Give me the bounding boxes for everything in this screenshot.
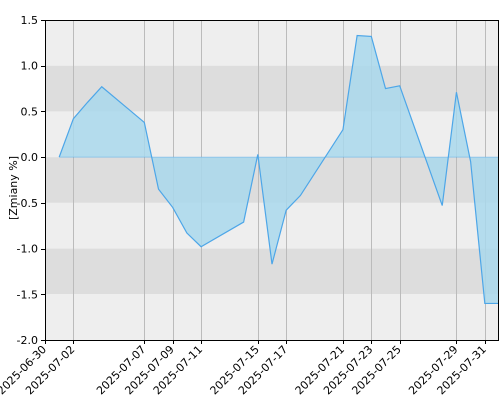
background-band bbox=[45, 20, 499, 66]
y-tick-label: 1.0 bbox=[21, 60, 39, 73]
y-tick-label: -1.5 bbox=[17, 288, 38, 301]
y-axis-ticks: 1.5 1.0 0.5 0.0 -0.5 -1.0 -1.5 -2.0 bbox=[17, 14, 45, 347]
plot-area bbox=[58, 34, 499, 305]
background-band bbox=[45, 294, 499, 340]
y-tick-label: 1.5 bbox=[21, 14, 39, 27]
series-area bbox=[59, 35, 499, 304]
plot-frame bbox=[45, 20, 499, 341]
series-line bbox=[58, 34, 499, 305]
y-tick-label: 0.5 bbox=[21, 105, 39, 118]
y-tick-label: -1.0 bbox=[17, 243, 38, 256]
y-tick-label: 0.0 bbox=[21, 151, 39, 164]
y-tick-label: -2.0 bbox=[17, 334, 38, 347]
y-tick-label: -0.5 bbox=[17, 197, 38, 210]
y-axis-label: [Zmiany %] bbox=[7, 156, 20, 220]
